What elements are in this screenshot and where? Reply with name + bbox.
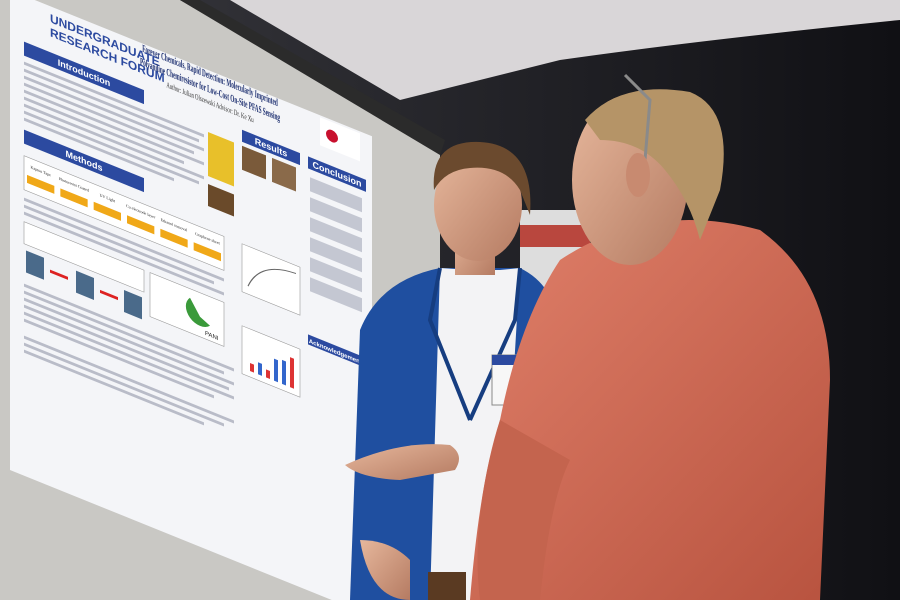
section-bar: [242, 129, 300, 166]
text-block: [24, 283, 234, 427]
sensor-image: [208, 183, 234, 217]
orange-shirt: [470, 220, 830, 600]
visitor: [470, 73, 830, 600]
hand: [345, 444, 459, 480]
plot: [241, 243, 301, 316]
text-block: [24, 61, 204, 185]
photo-row: [26, 250, 142, 320]
section-bar: [308, 334, 366, 368]
hair: [585, 89, 724, 240]
sensor-image: [208, 131, 234, 187]
method-step-swatch: [93, 201, 121, 221]
ceiling-drape: [230, 0, 900, 100]
pani-figure: [185, 297, 210, 328]
section-bar: [24, 129, 144, 193]
sensor-image: [242, 145, 266, 180]
method-step-swatch: [60, 188, 88, 208]
ear: [626, 153, 650, 197]
badge-band: [492, 355, 530, 365]
plot-curve: [247, 268, 297, 287]
glasses: [623, 73, 652, 161]
lapels: [427, 267, 522, 421]
text-block: [310, 177, 362, 313]
method-step-label: UV Light: [100, 192, 116, 203]
section-bar: [308, 156, 366, 192]
figure: [23, 221, 145, 293]
logo-mark: [326, 129, 338, 143]
face: [434, 149, 522, 261]
background-poster-band: [520, 225, 590, 247]
text-block: [24, 197, 224, 296]
logo: [320, 117, 360, 162]
plot-bars: [250, 357, 294, 389]
method-step-swatch: [160, 228, 188, 248]
arm: [477, 420, 570, 600]
belt: [428, 572, 466, 600]
method-step-swatch: [27, 174, 55, 194]
method-step-swatch: [193, 242, 222, 262]
sensor-image: [272, 157, 296, 192]
section-bar: [24, 41, 144, 105]
method-step-swatch: [127, 215, 155, 235]
board-frame: [180, 0, 445, 155]
hand: [360, 540, 410, 600]
hair: [433, 141, 531, 215]
